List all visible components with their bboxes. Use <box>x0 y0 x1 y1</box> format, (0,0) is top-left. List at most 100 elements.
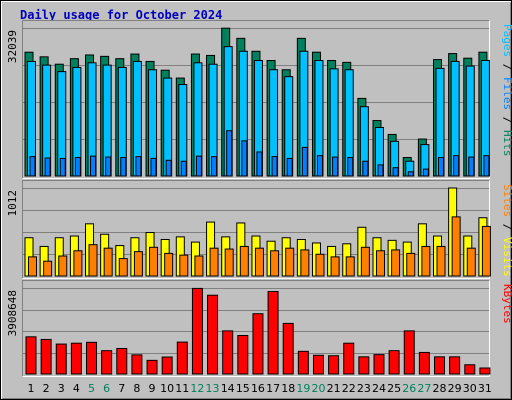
x-tick-label: 20 <box>311 382 325 395</box>
bar-kbytes <box>25 336 37 375</box>
legend-visits-sites: Sites / Visits <box>501 184 512 277</box>
bar-pages <box>29 156 36 177</box>
bar-sites <box>285 247 295 277</box>
bar-kbytes <box>40 338 52 375</box>
bar-sites <box>118 258 128 277</box>
x-tick-label: 11 <box>175 382 189 395</box>
bar-sites <box>43 260 53 277</box>
bar-kbytes <box>161 356 173 375</box>
x-tick-label: 5 <box>88 382 95 395</box>
bar-pages <box>286 157 293 177</box>
bar-pages <box>453 155 460 177</box>
bar-sites <box>103 247 113 277</box>
bar-pages <box>165 159 172 177</box>
bar-sites <box>406 252 416 277</box>
bar-pages <box>226 130 233 177</box>
bar-kbytes <box>312 354 324 375</box>
bar-kbytes <box>252 313 264 375</box>
bar-kbytes <box>464 364 476 375</box>
bar-kbytes <box>207 294 219 375</box>
x-tick-label: 17 <box>266 382 280 395</box>
x-tick-label: 14 <box>221 382 235 395</box>
x-tick-label: 21 <box>327 382 341 395</box>
panel-kbytes-shadow <box>22 280 490 377</box>
bar-sites <box>209 247 219 277</box>
bar-sites <box>194 255 204 277</box>
bar-pages <box>362 160 369 177</box>
bar-pages <box>256 151 263 177</box>
x-tick-label: 7 <box>118 382 125 395</box>
x-tick-label: 28 <box>433 382 447 395</box>
x-tick-label: 15 <box>236 382 250 395</box>
bar-kbytes <box>86 341 98 375</box>
legend-entry: Files <box>501 77 512 110</box>
x-tick-label: 1 <box>28 382 35 395</box>
x-tick-label: 22 <box>342 382 356 395</box>
x-tick-label: 9 <box>149 382 156 395</box>
bar-kbytes <box>297 350 309 375</box>
bar-sites <box>466 247 476 277</box>
bar-pages <box>150 157 157 177</box>
bar-kbytes <box>449 356 461 375</box>
bar-pages <box>271 156 278 177</box>
x-tick-label: 23 <box>357 382 371 395</box>
bar-kbytes <box>131 354 143 375</box>
panel-visits-sites-shadow <box>22 180 490 279</box>
bar-sites <box>391 249 401 277</box>
bar-sites <box>88 244 98 277</box>
bar-kbytes <box>191 287 203 375</box>
bar-pages <box>377 164 384 177</box>
bar-kbytes <box>55 343 67 375</box>
bar-sites <box>133 251 143 277</box>
bar-kbytes <box>358 356 370 375</box>
x-tick-label: 24 <box>372 382 386 395</box>
bar-pages <box>195 155 202 177</box>
bar-kbytes <box>101 350 113 375</box>
chart-title: Daily usage for October 2024 <box>20 8 222 22</box>
bar-kbytes <box>146 359 158 375</box>
x-tick-label: 6 <box>103 382 110 395</box>
bar-sites <box>270 250 280 277</box>
bar-sites <box>436 245 446 277</box>
legend-entry: / <box>501 57 512 77</box>
bar-kbytes <box>176 341 188 375</box>
y-max-label: 3908648 <box>6 290 19 336</box>
bar-kbytes <box>479 367 491 375</box>
bar-sites <box>315 253 325 277</box>
bar-pages <box>468 156 475 177</box>
legend-entry: Pages <box>501 24 512 57</box>
legend-entry: / <box>501 217 512 237</box>
bar-pages <box>135 156 142 177</box>
x-tick-label: 12 <box>190 382 204 395</box>
y-max-label: 1012 <box>6 190 19 217</box>
bar-kbytes <box>328 355 340 375</box>
bar-pages <box>120 157 127 177</box>
x-tick-label: 4 <box>73 382 80 395</box>
bar-sites <box>300 249 310 277</box>
x-tick-label: 10 <box>160 382 174 395</box>
bar-kbytes <box>418 351 430 375</box>
bar-pages <box>180 160 187 177</box>
bar-pages <box>301 146 308 177</box>
bar-sites <box>330 256 340 277</box>
bar-pages <box>438 157 445 177</box>
bar-pages <box>316 155 323 177</box>
bar-kbytes <box>434 356 446 375</box>
x-tick-label: 19 <box>296 382 310 395</box>
bar-pages <box>74 157 81 177</box>
bar-pages <box>392 167 399 177</box>
legend-entry: KBytes <box>501 284 512 324</box>
legend-entry: / <box>501 110 512 130</box>
bar-sites <box>164 252 174 277</box>
bar-kbytes <box>388 350 400 375</box>
bar-pages <box>211 156 218 177</box>
bar-sites <box>481 225 491 277</box>
x-tick-label: 31 <box>478 382 492 395</box>
legend-entry: Visits <box>501 237 512 277</box>
bar-kbytes <box>116 347 128 375</box>
bar-pages <box>347 157 354 177</box>
x-tick-label: 18 <box>281 382 295 395</box>
bar-pages <box>422 168 429 177</box>
